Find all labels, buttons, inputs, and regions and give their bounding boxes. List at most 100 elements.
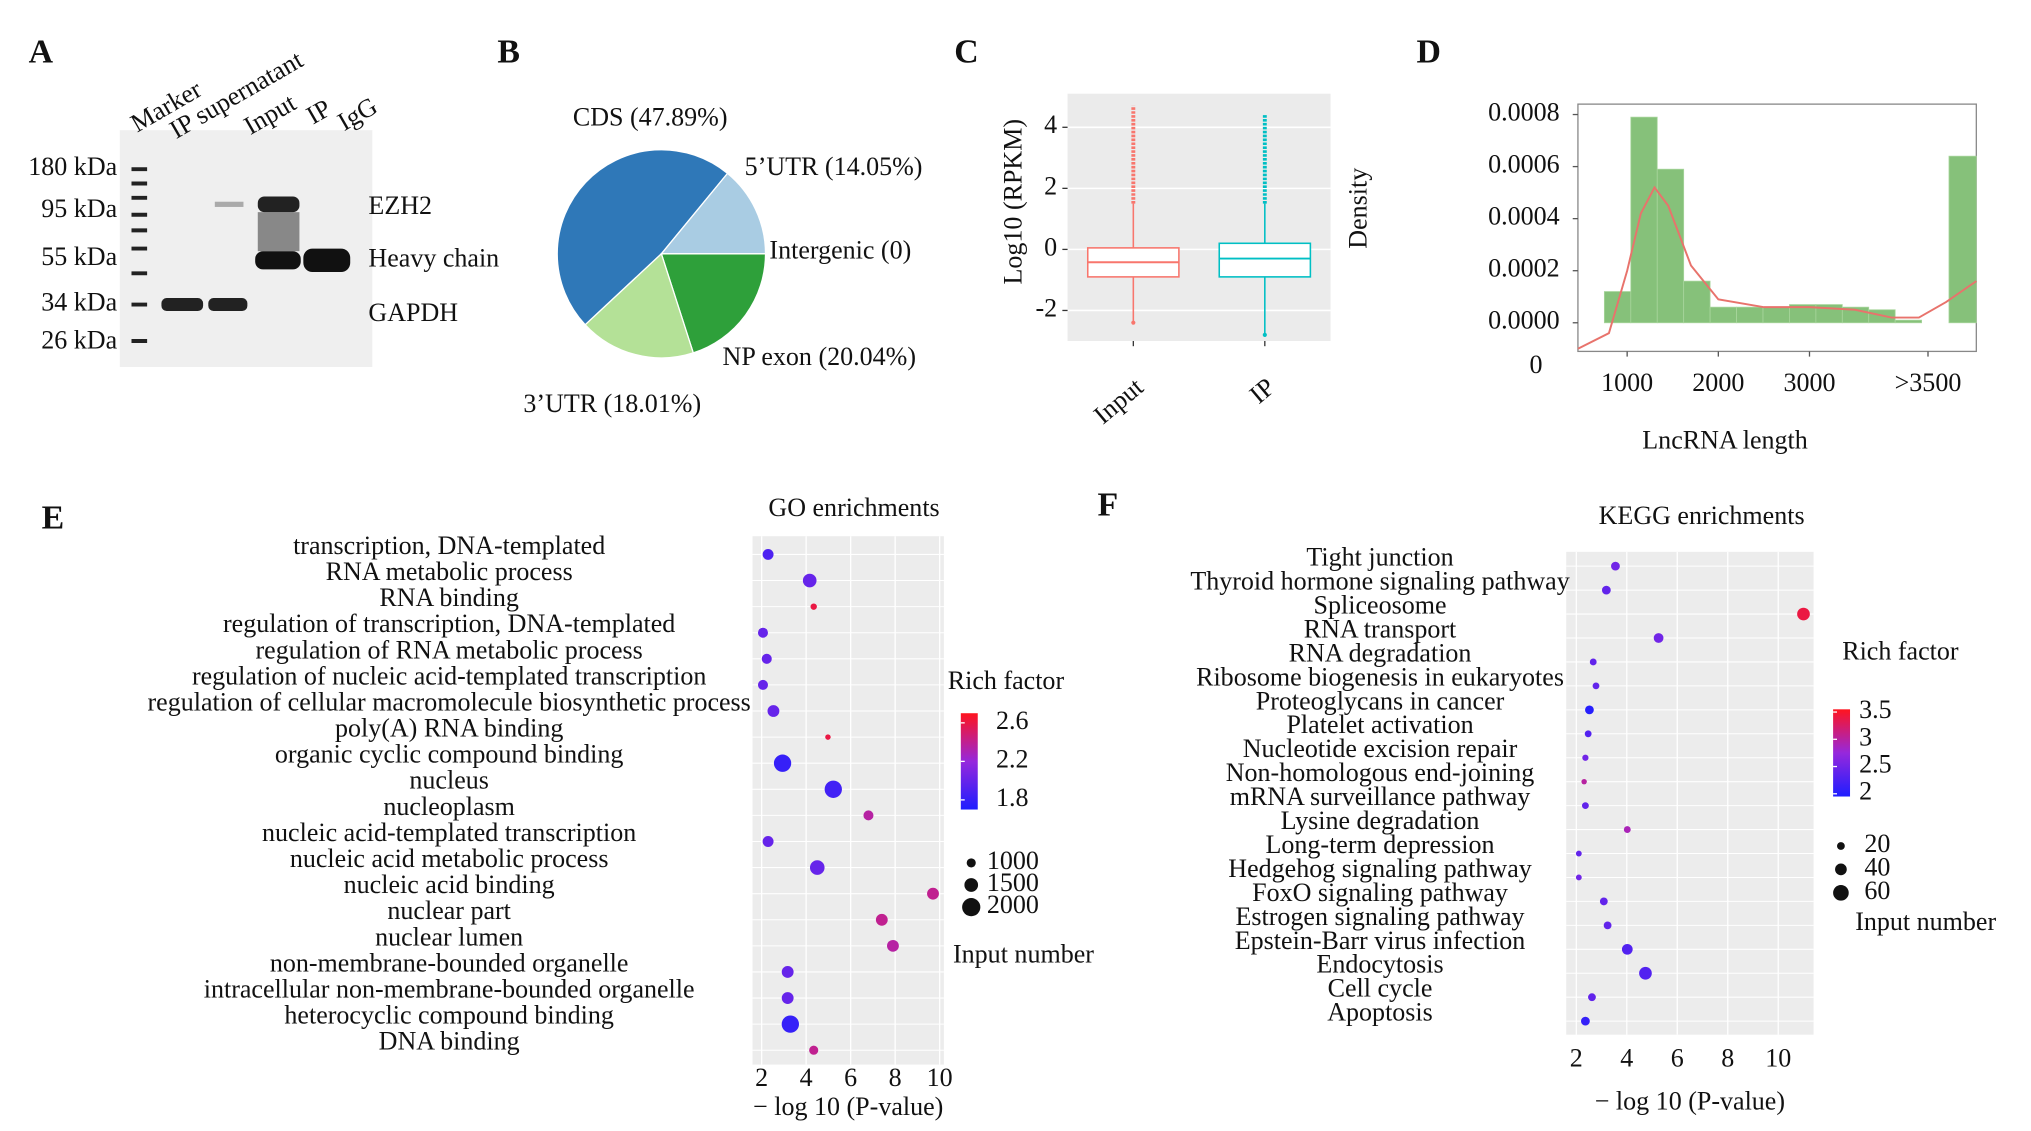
band-label: EZH2 [368,191,432,220]
category-label: regulation of cellular macromolecule bio… [148,687,751,716]
y-axis-label: Log10 (RPKM) [998,119,1027,284]
chart-title: KEGG enrichments [1599,501,1805,530]
band-label: Heavy chain [368,243,499,272]
band [255,251,301,270]
category-label: RNA metabolic process [326,557,573,586]
x-tick-label: 2 [755,1063,768,1092]
marker-label: 95 kDa [41,194,117,223]
dot [809,1045,819,1055]
legend-label: 60 [1864,876,1890,905]
y-tick-label: 0.0002 [1488,254,1560,283]
category-label: heterocyclic compound binding [284,1001,614,1030]
x-tick-label: 1000 [1601,368,1653,397]
legend-label: 1.8 [996,783,1029,812]
plot-background [1067,93,1331,341]
pie-slice [660,253,767,354]
category-label: nucleus [409,766,488,795]
legend-dot [964,878,979,892]
lane-label: IP [301,93,336,130]
panel-letter: A [29,33,54,70]
category-label: mRNA surveillance pathway [1230,782,1531,811]
color-bar [1833,709,1851,797]
x-tick-label: 3000 [1783,368,1835,397]
x-axis-label: LncRNA length [1642,425,1807,454]
dot [1581,778,1587,785]
dot [1603,921,1612,930]
slice-label: NP exon (20.04%) [723,342,916,371]
band-label: GAPDH [368,298,458,327]
dot [1585,705,1594,715]
panel-letter: F [1098,486,1119,523]
category-label: Non-homologous end-joining [1226,758,1535,787]
legend-label: 40 [1864,852,1890,881]
dot [1581,1016,1590,1026]
dot [1589,658,1597,666]
category-label: Hedgehog signaling pathway [1228,854,1532,883]
marker-label: 55 kDa [41,242,117,271]
category-label: Platelet activation [1286,710,1473,739]
legend-label: 1500 [987,868,1039,897]
bar [1894,319,1923,324]
y-tick-label: 0 [1044,232,1057,261]
color-bar [960,713,978,810]
x-tick-label: 8 [889,1063,902,1092]
dot [1575,874,1582,881]
category-label: DNA binding [379,1027,520,1056]
category-label: organic cyclic compound binding [275,740,624,769]
legend-label: 2000 [987,890,1039,919]
category-label: Cell cycle [1328,974,1433,1003]
dot [802,573,817,588]
bar [1709,306,1737,324]
dot [1599,897,1608,906]
category-label: Proteoglycans in cancer [1256,686,1505,715]
category-label: non-membrane-bounded organelle [270,948,629,977]
dot [1582,754,1589,761]
dot [863,810,874,821]
category-label: nucleic acid metabolic process [290,844,609,873]
y-tick-label: 0.0004 [1488,202,1560,231]
x-axis-label: − log 10 (P-value) [1595,1087,1785,1116]
marker-label: 34 kDa [41,288,117,317]
y-axis-label: Density [1343,168,1372,249]
dot [1584,730,1592,738]
outlier-point [1131,320,1136,325]
category-label: Long-term depression [1266,830,1495,859]
legend-label: 3 [1859,722,1872,751]
pie-slice [584,252,695,359]
dot [1623,826,1631,833]
category-label: Nucleotide excision repair [1243,734,1518,763]
category-label: poly(A) RNA binding [335,714,563,743]
category-label: Tight junction [1306,543,1453,572]
bar [1603,291,1632,324]
dot [824,780,842,798]
pie-slice [556,149,729,326]
slice-label: Intergenic (0) [769,235,911,264]
dot [875,913,888,926]
dot [809,860,825,875]
dot [762,836,774,847]
legend-label: 2.6 [996,706,1029,735]
bar [1630,116,1658,324]
category-label: intracellular non-membrane-bounded organ… [204,975,695,1004]
legend-dot [966,858,976,868]
bar [1736,306,1764,324]
plot-background [1566,551,1814,1035]
dot [1797,607,1810,621]
legend-title: Rich factor [948,666,1065,695]
category-label: nucleic acid binding [344,870,555,899]
bar [1683,280,1711,324]
band [303,248,351,273]
marker-label: 180 kDa [28,152,117,181]
blot [119,130,373,368]
dot [781,1015,800,1033]
dot [781,992,794,1004]
x-tick-label: 2000 [1692,368,1744,397]
x-tick-label: 4 [1620,1044,1633,1073]
dot [1588,993,1596,1002]
category-label: transcription, DNA-templated [293,531,605,560]
category-label: Estrogen signaling pathway [1236,902,1525,931]
band [257,196,300,213]
category-label: nuclear lumen [375,922,523,951]
